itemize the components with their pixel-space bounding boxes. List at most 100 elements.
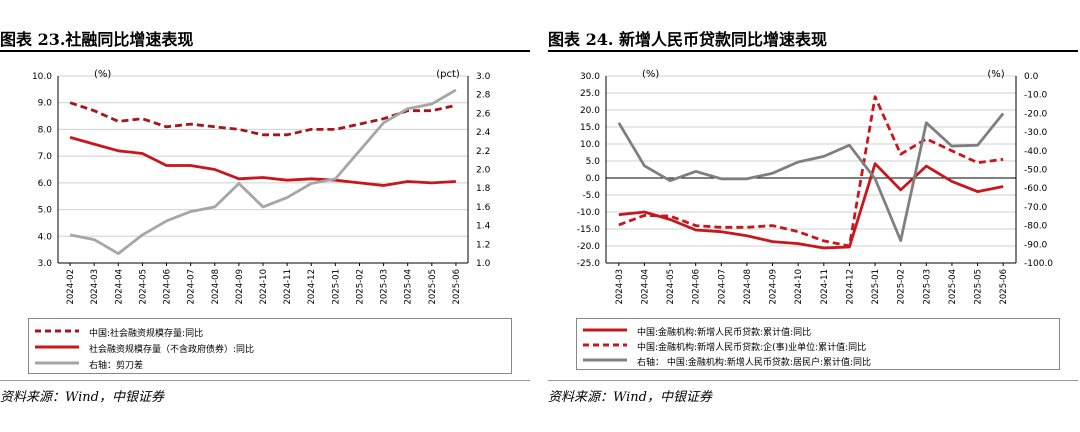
y-tick-label-left: 3.0 bbox=[38, 259, 53, 269]
series-line-1 bbox=[618, 95, 1004, 248]
series-line-0 bbox=[69, 101, 457, 137]
legend: 中国:社会融资规模存量:同比 社会融资规模存量（不含政府债券）:同比 右轴：剪刀… bbox=[28, 318, 512, 374]
y-tick-label-right: -20.0 bbox=[1024, 109, 1048, 119]
y-tick-label-right: -30.0 bbox=[1024, 128, 1048, 138]
x-tick-label: 2024-11 bbox=[820, 269, 830, 305]
legend-label: 社会融资规模存量（不含政府债券）:同比 bbox=[89, 345, 255, 355]
y-tick-label-left: 0.0 bbox=[586, 174, 601, 184]
x-tick-label: 2024-08 bbox=[743, 269, 753, 305]
y-tick-label-left: 6.0 bbox=[38, 179, 53, 189]
series-line-2 bbox=[617, 112, 1005, 243]
x-tick-label: 2025-01 bbox=[871, 269, 881, 305]
legend-swatch bbox=[583, 358, 627, 362]
y-tick-label-right: -60.0 bbox=[1024, 184, 1048, 194]
series-line-0 bbox=[618, 162, 1004, 250]
y-tick-label-left: -20.0 bbox=[577, 242, 601, 252]
y-tick-label-right: 3.0 bbox=[476, 72, 491, 82]
y-tick-label-right: -90.0 bbox=[1024, 240, 1048, 250]
legend-label: 中国:金融机构:新增人民币贷款:累计值:同比 bbox=[637, 328, 812, 338]
legend-label: 右轴：剪刀差 bbox=[89, 361, 144, 371]
y-tick-label-right: -10.0 bbox=[1024, 91, 1048, 101]
figure-24: 图表 24. 新增人民币贷款同比增速表现 -25.0 -20.0 -15.0 -10.… bbox=[548, 0, 1078, 432]
x-tick-label: 2024-10 bbox=[794, 269, 804, 305]
y-tick-label-left: -5.0 bbox=[582, 191, 600, 201]
x-tick-label: 2024-05 bbox=[666, 269, 676, 305]
source-note: 资料来源：Wind，中银证券 bbox=[548, 390, 712, 405]
figure-title: 图表 23.社融同比增速表现 bbox=[0, 30, 194, 49]
y-tick-label-left: -10.0 bbox=[577, 208, 601, 218]
y-tick-label-right: -70.0 bbox=[1024, 203, 1048, 213]
x-tick-label: 2024-08 bbox=[211, 269, 221, 305]
y-tick-label-right: 2.0 bbox=[476, 166, 491, 176]
x-tick-label: 2025-02 bbox=[897, 269, 907, 305]
x-tick-label: 2025-06 bbox=[999, 269, 1009, 305]
x-tick-label: 2024-03 bbox=[615, 269, 625, 305]
x-tick-label: 2024-06 bbox=[163, 269, 173, 305]
x-tick-label: 2025-05 bbox=[428, 269, 438, 305]
x-tick-label: 2024-12 bbox=[307, 269, 317, 305]
legend-label: 右轴： 中国:金融机构:新增人民币贷款:居民户:累计值:同比 bbox=[637, 358, 872, 368]
y-tick-label-left: 30.0 bbox=[580, 72, 600, 82]
x-tick-label: 2024-07 bbox=[187, 269, 197, 305]
x-tick-label: 2024-06 bbox=[692, 269, 702, 305]
legend-swatch bbox=[35, 345, 79, 349]
x-tick-label: 2024-09 bbox=[235, 269, 245, 305]
y-tick-label-left: -25.0 bbox=[577, 259, 601, 269]
x-tick-label: 2024-04 bbox=[640, 269, 650, 305]
y-tick-label-left: 9.0 bbox=[38, 99, 53, 109]
y-tick-label-left: 10.0 bbox=[32, 72, 52, 82]
y-axis-unit-right: (%) bbox=[987, 69, 1004, 80]
source-rule bbox=[548, 380, 1078, 381]
y-tick-label-left: 15.0 bbox=[580, 123, 600, 133]
source-note: 资料来源：Wind，中银证券 bbox=[0, 390, 164, 405]
legend: 中国:金融机构:新增人民币贷款:累计值:同比 中国:金融机构:新增人民币贷款:企… bbox=[576, 318, 1060, 370]
x-tick-label: 2024-04 bbox=[114, 269, 124, 305]
y-tick-label-right: 2.2 bbox=[476, 147, 490, 157]
x-tick-label: 2024-12 bbox=[845, 269, 855, 305]
y-tick-label-left: 20.0 bbox=[580, 106, 600, 116]
x-tick-label: 2025-02 bbox=[355, 269, 365, 305]
legend-label: 中国:社会融资规模存量:同比 bbox=[89, 329, 204, 339]
legend-swatch bbox=[583, 343, 627, 347]
x-tick-label: 2025-03 bbox=[380, 269, 390, 305]
chart-new-rmb-loans: -25.0 -20.0 -15.0 -10.0 -5.0 0.0 5.0 10.0 15.0 20… bbox=[577, 69, 1054, 305]
figure-23: 图表 23.社融同比增速表现 3.0 4.0 5.0 6.0 7.0 8.0 9.0 10.0… bbox=[0, 0, 530, 432]
x-tick-label: 2025-04 bbox=[404, 269, 414, 305]
y-tick-label-left: 4.0 bbox=[38, 232, 53, 242]
y-tick-label-right: 0.0 bbox=[1024, 72, 1039, 82]
y-tick-label-left: 10.0 bbox=[580, 140, 600, 150]
x-tick-label: 2025-04 bbox=[948, 269, 958, 305]
y-tick-label-right: -50.0 bbox=[1024, 166, 1048, 176]
y-tick-label-right: 2.6 bbox=[476, 109, 491, 119]
y-tick-label-left: 5.0 bbox=[586, 157, 601, 167]
y-tick-label-right: 1.6 bbox=[476, 203, 491, 213]
x-tick-label: 2025-05 bbox=[974, 269, 984, 305]
source-rule bbox=[0, 380, 530, 381]
x-tick-label: 2024-05 bbox=[138, 269, 148, 305]
title-rule bbox=[0, 50, 530, 52]
x-tick-label: 2024-07 bbox=[717, 269, 727, 305]
y-tick-label-right: 1.2 bbox=[476, 240, 490, 250]
legend-swatch bbox=[583, 328, 627, 332]
y-tick-label-right: 1.0 bbox=[476, 259, 491, 269]
x-tick-label: 2025-03 bbox=[922, 269, 932, 305]
y-axis-unit-left: (%) bbox=[94, 69, 111, 80]
series-line-2 bbox=[69, 88, 457, 256]
y-tick-label-left: 8.0 bbox=[38, 125, 53, 135]
series-line-1 bbox=[69, 136, 456, 187]
legend-label: 中国:金融机构:新增人民币贷款:企(事)业单位:累计值:同比 bbox=[637, 343, 867, 353]
y-axis-unit-left: (%) bbox=[642, 69, 659, 80]
y-tick-label-left: 25.0 bbox=[580, 89, 600, 99]
y-tick-label-right: -100.0 bbox=[1024, 259, 1053, 269]
x-tick-label: 2025-06 bbox=[452, 269, 462, 305]
y-tick-label-right: 1.4 bbox=[476, 222, 491, 232]
y-tick-label-right: -40.0 bbox=[1024, 147, 1048, 157]
legend-swatch bbox=[35, 329, 79, 333]
y-tick-label-right: -80.0 bbox=[1024, 222, 1048, 232]
chart-social-financing: 3.0 4.0 5.0 6.0 7.0 8.0 9.0 10.0 1.0 1.2 1.4 1.6 1.8… bbox=[32, 69, 491, 305]
x-tick-label: 2024-03 bbox=[90, 269, 100, 305]
x-tick-label: 2024-10 bbox=[259, 269, 269, 305]
legend-swatch bbox=[35, 361, 79, 365]
x-tick-label: 2025-01 bbox=[331, 269, 341, 305]
y-tick-label-right: 2.4 bbox=[476, 128, 491, 138]
